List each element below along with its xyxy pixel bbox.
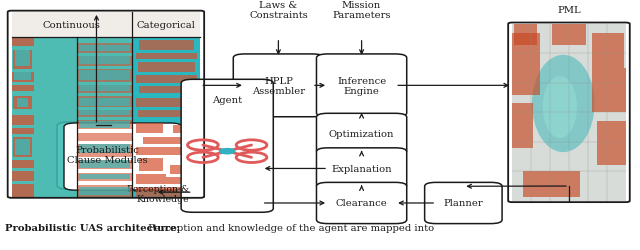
Bar bbox=[170, 165, 197, 174]
Bar bbox=[13, 138, 33, 157]
Bar bbox=[13, 96, 32, 109]
FancyBboxPatch shape bbox=[49, 121, 166, 188]
Bar bbox=[79, 46, 129, 52]
Circle shape bbox=[220, 149, 235, 154]
Bar bbox=[77, 186, 132, 197]
Text: Probabilistic UAS architecture:: Probabilistic UAS architecture: bbox=[5, 223, 180, 232]
Bar bbox=[12, 160, 34, 168]
Bar bbox=[139, 158, 163, 171]
Bar bbox=[79, 86, 129, 92]
Text: Optimization: Optimization bbox=[329, 130, 394, 139]
FancyBboxPatch shape bbox=[316, 55, 407, 117]
Bar bbox=[138, 63, 195, 73]
Text: HPLP
Assembler: HPLP Assembler bbox=[252, 76, 305, 96]
Bar bbox=[12, 86, 34, 92]
Bar bbox=[12, 128, 34, 135]
Text: Laws &
Constraints: Laws & Constraints bbox=[249, 1, 308, 20]
Bar bbox=[77, 96, 132, 108]
Bar bbox=[15, 140, 31, 156]
FancyBboxPatch shape bbox=[57, 122, 175, 190]
Bar bbox=[139, 41, 193, 50]
Bar bbox=[138, 111, 195, 117]
Bar bbox=[12, 73, 34, 82]
FancyBboxPatch shape bbox=[316, 114, 407, 155]
Bar bbox=[136, 174, 166, 184]
Bar bbox=[136, 54, 197, 60]
Bar bbox=[136, 148, 197, 156]
Text: Explanation: Explanation bbox=[332, 164, 392, 173]
Bar bbox=[136, 124, 163, 133]
Bar bbox=[77, 86, 132, 93]
Bar bbox=[512, 25, 626, 201]
Text: Mission
Parameters: Mission Parameters bbox=[332, 1, 391, 20]
Bar bbox=[77, 144, 132, 157]
Bar bbox=[12, 13, 200, 197]
Bar bbox=[12, 38, 34, 47]
Bar bbox=[12, 171, 34, 181]
Bar bbox=[77, 133, 132, 141]
Bar bbox=[136, 187, 197, 197]
FancyBboxPatch shape bbox=[316, 148, 407, 189]
Bar bbox=[77, 38, 132, 197]
Bar bbox=[79, 187, 129, 195]
FancyBboxPatch shape bbox=[234, 55, 323, 117]
Bar bbox=[15, 50, 29, 66]
Text: Inference
Engine: Inference Engine bbox=[337, 76, 386, 96]
Ellipse shape bbox=[532, 56, 595, 152]
Bar bbox=[512, 104, 532, 148]
Bar bbox=[136, 98, 197, 108]
Bar bbox=[79, 71, 129, 81]
Text: Categorical: Categorical bbox=[137, 21, 196, 30]
Bar bbox=[512, 34, 540, 95]
Bar bbox=[132, 38, 200, 197]
Bar bbox=[79, 98, 129, 106]
Bar bbox=[173, 125, 197, 133]
Bar bbox=[79, 111, 129, 116]
Bar bbox=[12, 184, 34, 197]
FancyBboxPatch shape bbox=[425, 183, 502, 224]
Bar bbox=[12, 13, 200, 38]
FancyBboxPatch shape bbox=[181, 80, 273, 212]
Text: Perception and knowledge of the agent are mapped into: Perception and knowledge of the agent ar… bbox=[145, 223, 434, 232]
Bar bbox=[132, 38, 200, 197]
Text: PML: PML bbox=[557, 6, 580, 15]
Bar bbox=[12, 116, 34, 125]
Bar bbox=[79, 144, 129, 154]
Bar bbox=[77, 120, 132, 130]
FancyBboxPatch shape bbox=[316, 183, 407, 224]
Bar bbox=[77, 70, 132, 82]
Bar bbox=[79, 160, 129, 168]
Bar bbox=[139, 87, 193, 93]
Bar bbox=[77, 57, 132, 66]
Ellipse shape bbox=[543, 77, 577, 138]
Bar bbox=[515, 25, 537, 46]
Text: Continuous: Continuous bbox=[43, 21, 101, 30]
Text: Perception &
Knowledge: Perception & Knowledge bbox=[127, 184, 189, 204]
Bar bbox=[14, 73, 31, 81]
Bar bbox=[77, 173, 132, 181]
Bar bbox=[79, 57, 129, 65]
Bar bbox=[12, 38, 77, 197]
Bar bbox=[79, 174, 129, 179]
Bar bbox=[598, 122, 626, 166]
Bar bbox=[166, 178, 197, 184]
Text: Probabilistic
Clause Modules: Probabilistic Clause Modules bbox=[67, 145, 148, 165]
Text: Clearance: Clearance bbox=[336, 199, 387, 208]
Bar bbox=[524, 171, 580, 198]
Bar bbox=[77, 160, 132, 170]
Bar bbox=[592, 34, 623, 69]
Bar bbox=[77, 111, 132, 117]
Bar bbox=[77, 44, 132, 54]
Text: Planner: Planner bbox=[444, 199, 483, 208]
Text: Agent: Agent bbox=[212, 96, 243, 105]
FancyBboxPatch shape bbox=[64, 124, 182, 190]
Bar bbox=[17, 98, 28, 108]
Bar bbox=[79, 122, 129, 128]
Bar bbox=[136, 76, 197, 84]
Bar bbox=[592, 69, 626, 113]
Bar bbox=[143, 138, 190, 144]
Bar bbox=[552, 25, 586, 46]
Bar bbox=[13, 50, 33, 70]
